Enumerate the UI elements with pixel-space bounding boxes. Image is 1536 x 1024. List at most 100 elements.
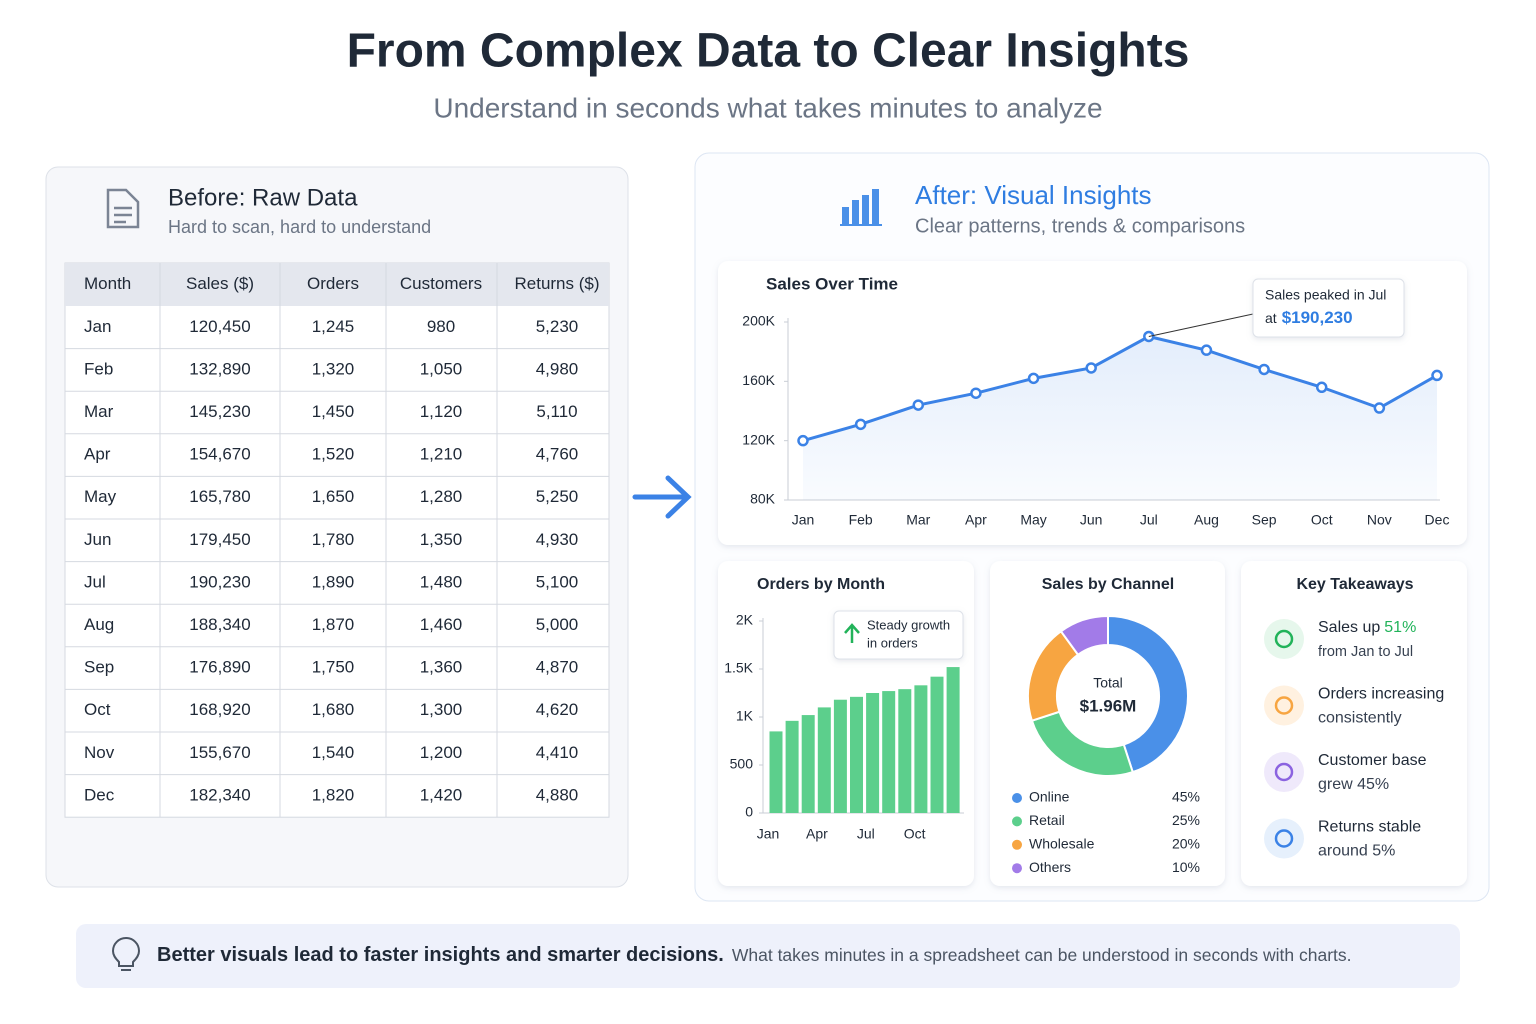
- column-header: Customers: [400, 274, 482, 293]
- bar: [898, 689, 912, 813]
- center-label: Total: [1093, 675, 1123, 691]
- table-cell: 182,340: [189, 785, 250, 804]
- takeaway-text: Orders increasing: [1318, 686, 1444, 703]
- y-tick-label: 500: [730, 756, 754, 772]
- point: [1085, 362, 1097, 374]
- line: [802, 334, 1438, 443]
- table-cell: Nov: [84, 743, 115, 762]
- table-cell: 5,000: [536, 615, 579, 634]
- table-cell: 168,920: [189, 700, 250, 719]
- x-tick-label: Dec: [1425, 512, 1450, 528]
- table-cell: 1,120: [420, 402, 463, 421]
- table-cell: Jan: [84, 317, 111, 336]
- annotation-value: $190,230: [1282, 308, 1353, 327]
- table-cell: 4,870: [536, 658, 579, 677]
- bar: [930, 676, 944, 813]
- table-cell: Sep: [84, 658, 114, 677]
- table-cell: 1,300: [420, 700, 463, 719]
- annotation-box: [833, 610, 964, 660]
- panel-title: Before: Raw Data: [168, 184, 358, 211]
- value-label: 20%: [1172, 836, 1200, 852]
- bars-icon: [840, 189, 882, 226]
- table-cell: 1,245: [312, 317, 355, 336]
- point: [970, 387, 982, 399]
- table-cell: 4,980: [536, 359, 579, 378]
- takeaway-icon-glyph: [1274, 762, 1294, 782]
- takeaway-icon: [1264, 752, 1304, 792]
- table-cell: 1,050: [420, 359, 463, 378]
- table-cell: 1,680: [312, 700, 355, 719]
- takeaway-detail: around 5%: [1318, 843, 1395, 860]
- table-cell: 1,750: [312, 658, 355, 677]
- annotation-prefix: at: [1265, 310, 1277, 326]
- x-tick-label: Apr: [965, 512, 987, 528]
- leader-line: [1148, 313, 1254, 337]
- point: [1200, 344, 1213, 356]
- x-tick-label: Sep: [1252, 512, 1277, 528]
- takeaway-highlight: 51%: [1384, 619, 1416, 636]
- table-cell: 1,890: [312, 572, 355, 591]
- table-cell: 132,890: [189, 359, 250, 378]
- chart-title: Orders by Month: [757, 576, 885, 593]
- x-tick-label: Mar: [906, 512, 930, 528]
- table-cell: 4,930: [536, 530, 579, 549]
- column-header: Sales ($): [186, 274, 254, 293]
- footer-text: Better visuals lead to faster insights a…: [157, 944, 1352, 966]
- legend-label: Online: [1029, 789, 1070, 805]
- table-cell: 4,620: [536, 700, 579, 719]
- footer-banner: [76, 924, 1460, 988]
- table-cell: 179,450: [189, 530, 250, 549]
- value-label: 45%: [1172, 789, 1200, 805]
- takeaway-icon: [1264, 818, 1304, 859]
- legend-swatch: [1012, 793, 1022, 803]
- legend-swatch: [1012, 863, 1022, 874]
- panel-title: After: Visual Insights: [915, 180, 1152, 210]
- arrow: [632, 475, 692, 519]
- bar: [817, 707, 831, 813]
- takeaway-icon: [1264, 619, 1304, 659]
- annotation-text: Steady growth: [867, 617, 950, 632]
- value-label: 10%: [1172, 859, 1200, 875]
- point: [1315, 381, 1328, 394]
- takeaway-main: Orders increasing: [1318, 686, 1444, 703]
- table-cell: 4,760: [536, 445, 579, 464]
- y-tick-label: 0: [745, 804, 753, 820]
- table-cell: Oct: [84, 700, 111, 719]
- table-cell: 1,450: [312, 402, 355, 421]
- donut-slice: [1059, 614, 1109, 657]
- bar: [914, 685, 928, 813]
- legend-label: Retail: [1029, 812, 1065, 828]
- table-cell: 1,780: [312, 530, 355, 549]
- table-cell: Dec: [84, 785, 115, 804]
- point: [854, 418, 867, 431]
- annotation-text: Sales peaked in Jul: [1265, 287, 1386, 303]
- x-tick-label: Oct: [1311, 512, 1333, 528]
- x-tick-label: Apr: [806, 826, 828, 842]
- x-tick-label: Jul: [857, 826, 875, 842]
- table: [64, 262, 610, 818]
- x-tick-label: Jan: [792, 512, 815, 528]
- table-cell: Mar: [84, 402, 114, 421]
- bar: [801, 715, 815, 813]
- y-tick-label: 80K: [750, 491, 776, 507]
- takeaway-detail: grew 45%: [1318, 776, 1389, 793]
- table-cell: 1,200: [420, 743, 463, 762]
- table-cell: 145,230: [189, 402, 250, 421]
- takeaway-icon-glyph: [1274, 829, 1294, 848]
- table-cell: 1,350: [420, 530, 463, 549]
- y-tick-label: 120K: [742, 431, 775, 447]
- takeaway-detail: consistently: [1318, 710, 1402, 727]
- legend-swatch: [1012, 816, 1022, 827]
- table-cell: 1,360: [420, 658, 463, 677]
- table-cell: 4,410: [536, 743, 579, 762]
- takeaway-text: Customer base: [1318, 752, 1427, 769]
- x-tick-label: Jul: [1140, 512, 1158, 528]
- panel-subtitle: Clear patterns, trends & comparisons: [915, 215, 1245, 237]
- bar: [850, 696, 863, 813]
- y-tick-label: 2K: [736, 612, 754, 628]
- annotation-text: in orders: [867, 635, 918, 650]
- page-subtitle: Understand in seconds what takes minutes…: [433, 92, 1102, 123]
- area: [803, 336, 1437, 500]
- bar: [769, 731, 783, 813]
- table-cell: 980: [427, 317, 455, 336]
